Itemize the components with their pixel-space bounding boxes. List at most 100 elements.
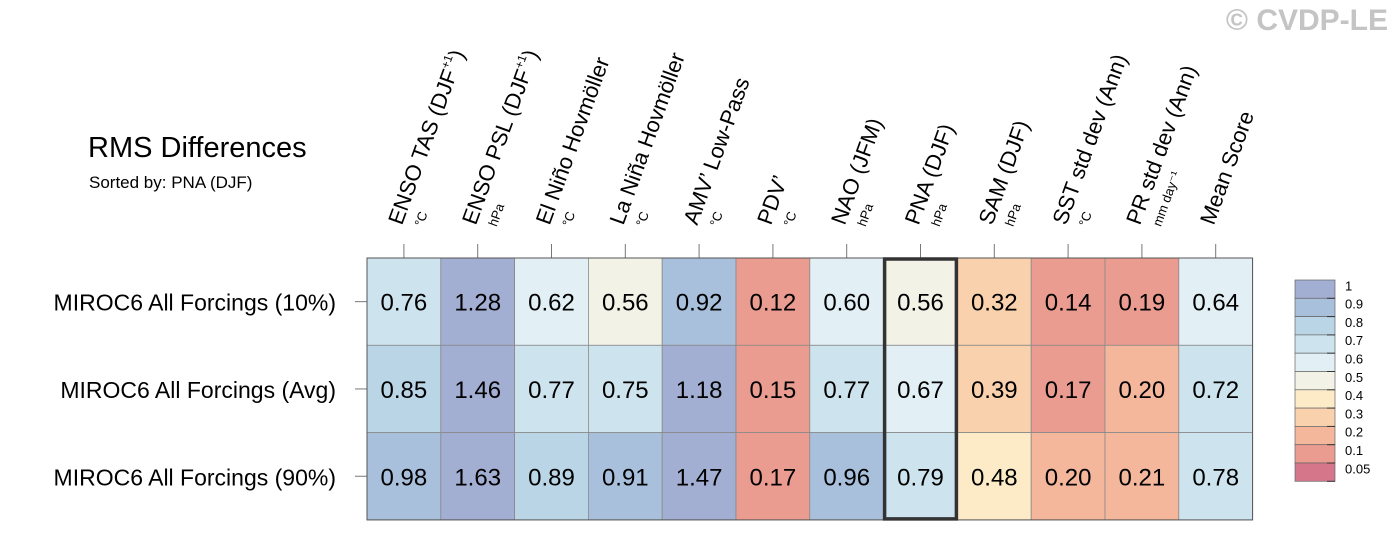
- colorbar-swatch: [1294, 407, 1336, 427]
- colorbar-label: 0.7: [1345, 333, 1363, 348]
- cell-value-label: 0.56: [602, 290, 649, 317]
- heatmap-cell: [1178, 432, 1254, 521]
- column-unit: °C: [1076, 209, 1095, 228]
- cell-value-label: 1.28: [454, 290, 501, 317]
- cell-value-label: 0.85: [381, 377, 428, 404]
- column-unit: °C: [707, 209, 726, 228]
- column-label-name: La Niña Hovmöller: [605, 49, 690, 228]
- column-label: Mean Score: [1195, 108, 1259, 228]
- column-label-name: AMV’ Low-Pass: [678, 74, 754, 228]
- column-label: PDV’°C: [752, 172, 799, 228]
- column-label-name: SST std dev (Ann): [1047, 51, 1132, 228]
- heatmap-cell: [735, 432, 811, 521]
- cell-value-label: 0.92: [676, 290, 723, 317]
- column-label-name: El Niño Hovmöller: [531, 54, 615, 228]
- heatmap-cell: [588, 344, 663, 433]
- cell-value-label: 1.63: [454, 464, 501, 491]
- row-label: MIROC6 All Forcings (Avg): [60, 377, 336, 403]
- column-unit: °C: [559, 209, 578, 228]
- heatmap-cell: [883, 257, 958, 346]
- heatmap-cell: [809, 432, 884, 521]
- chart-title: RMS Differences: [88, 132, 307, 164]
- heatmap-cells: 0.76 1.28 0.62 0.56 0.92 0.12 0.60 0.56 0.32 0.14…: [366, 257, 1254, 521]
- heatmap-cell: [440, 257, 515, 346]
- heatmap-cell: [957, 344, 1032, 433]
- column-label-text: ENSO PSL (DJF+1): [456, 46, 543, 228]
- column-label: NAO (JFM)hPa: [826, 115, 888, 229]
- heatmap-cell: [588, 257, 663, 346]
- colorbar-label: 0.3: [1345, 406, 1363, 421]
- cell-value-label: 0.21: [1119, 464, 1166, 491]
- cell-value-label: 1.47: [676, 464, 723, 491]
- chart-subtitle: Sorted by: PNA (DJF): [89, 173, 252, 192]
- column-label-name: ENSO TAS (DJF: [383, 66, 462, 228]
- colorbar-swatch: [1294, 462, 1336, 482]
- heatmap-cell: [514, 432, 589, 521]
- colorbar-label: 0.2: [1345, 425, 1363, 440]
- cell-value-label: 0.32: [971, 290, 1018, 317]
- column-unit: °C: [633, 209, 652, 228]
- heatmap-cell: [661, 257, 737, 346]
- heatmap-cell: [1104, 432, 1180, 521]
- cell-value-label: 0.17: [1045, 377, 1092, 404]
- column-label-text: El Niño Hovmöller: [531, 54, 615, 228]
- heatmap-cell: [809, 257, 884, 346]
- column-label-text: ENSO TAS (DJF+1): [382, 46, 469, 228]
- column-label-text: PNA (DJF): [900, 120, 959, 227]
- cell-value-label: 0.62: [528, 290, 575, 317]
- heatmap-cell: [957, 257, 1032, 346]
- colorbar-swatch: [1294, 279, 1336, 299]
- cell-value-label: 0.77: [823, 377, 870, 404]
- cell-value-label: 0.64: [1192, 290, 1239, 317]
- colorbar-swatch: [1294, 389, 1336, 409]
- colorbar-swatch: [1294, 297, 1336, 317]
- heatmap-cell: [1030, 257, 1106, 346]
- column-label-name: NAO (JFM): [826, 115, 888, 228]
- cell-value-label: 0.79: [897, 464, 944, 491]
- cell-value-label: 0.39: [971, 377, 1018, 404]
- heatmap-cell: [514, 344, 589, 433]
- colorbar-label: 1: [1345, 278, 1352, 293]
- cell-value-label: 0.12: [750, 290, 797, 317]
- column-labels: ENSO TAS (DJF+1)°C ENSO PSL (DJF+1)hPa El …: [382, 46, 1259, 258]
- row-labels: MIROC6 All Forcings (10%) MIROC6 All Forc…: [54, 290, 367, 490]
- cell-value-label: 0.72: [1192, 377, 1239, 404]
- cell-value-label: 0.96: [823, 464, 870, 491]
- heatmap-frame: [366, 257, 1254, 521]
- cell-value-label: 0.56: [897, 290, 944, 317]
- cell-value-label: 0.91: [602, 464, 649, 491]
- column-label-superscript: +1: [512, 52, 530, 70]
- column-label-text: SAM (DJF): [974, 117, 1035, 228]
- column-unit: °C: [780, 209, 799, 228]
- cell-value-label: 0.60: [823, 290, 870, 317]
- cell-value-label: 0.67: [897, 377, 944, 404]
- heatmap-cell: [1030, 344, 1106, 433]
- heatmap-cell: [366, 257, 442, 346]
- column-label-name: SAM (DJF): [974, 117, 1035, 228]
- row-label: MIROC6 All Forcings (10%): [54, 290, 336, 316]
- cell-value-label: 0.78: [1192, 464, 1239, 491]
- colorbar-label: 0.9: [1345, 297, 1363, 312]
- cell-value-label: 0.19: [1119, 290, 1166, 317]
- column-label-text: AMV’ Low-Pass: [678, 74, 754, 228]
- cell-value-label: 0.75: [602, 377, 649, 404]
- cell-value-label: 0.77: [528, 377, 575, 404]
- colorbar-label: 0.6: [1345, 352, 1363, 367]
- column-label-name: PNA (DJF): [900, 120, 959, 227]
- heatmap-cell: [1104, 257, 1180, 346]
- cell-value-label: 1.18: [676, 377, 723, 404]
- column-label-text: Mean Score: [1195, 108, 1259, 228]
- cell-value-label: 0.98: [381, 464, 428, 491]
- column-label: PNA (DJF)hPa: [900, 120, 959, 228]
- heatmap-cell: [883, 344, 958, 433]
- colorbar-swatch: [1294, 334, 1336, 354]
- colorbar-label: 0.8: [1345, 315, 1363, 330]
- cell-value-label: 0.20: [1119, 377, 1166, 404]
- cell-value-label: 0.48: [971, 464, 1018, 491]
- colorbar-swatch: [1294, 426, 1336, 446]
- colorbar: 1 0.9 0.8 0.7 0.6 0.5 0.4 0.3 0.2 0.1 0.05: [1294, 278, 1370, 482]
- colorbar-label: 0.4: [1345, 388, 1363, 403]
- highlight-column-box: [882, 257, 959, 521]
- cell-value-label: 1.46: [454, 377, 501, 404]
